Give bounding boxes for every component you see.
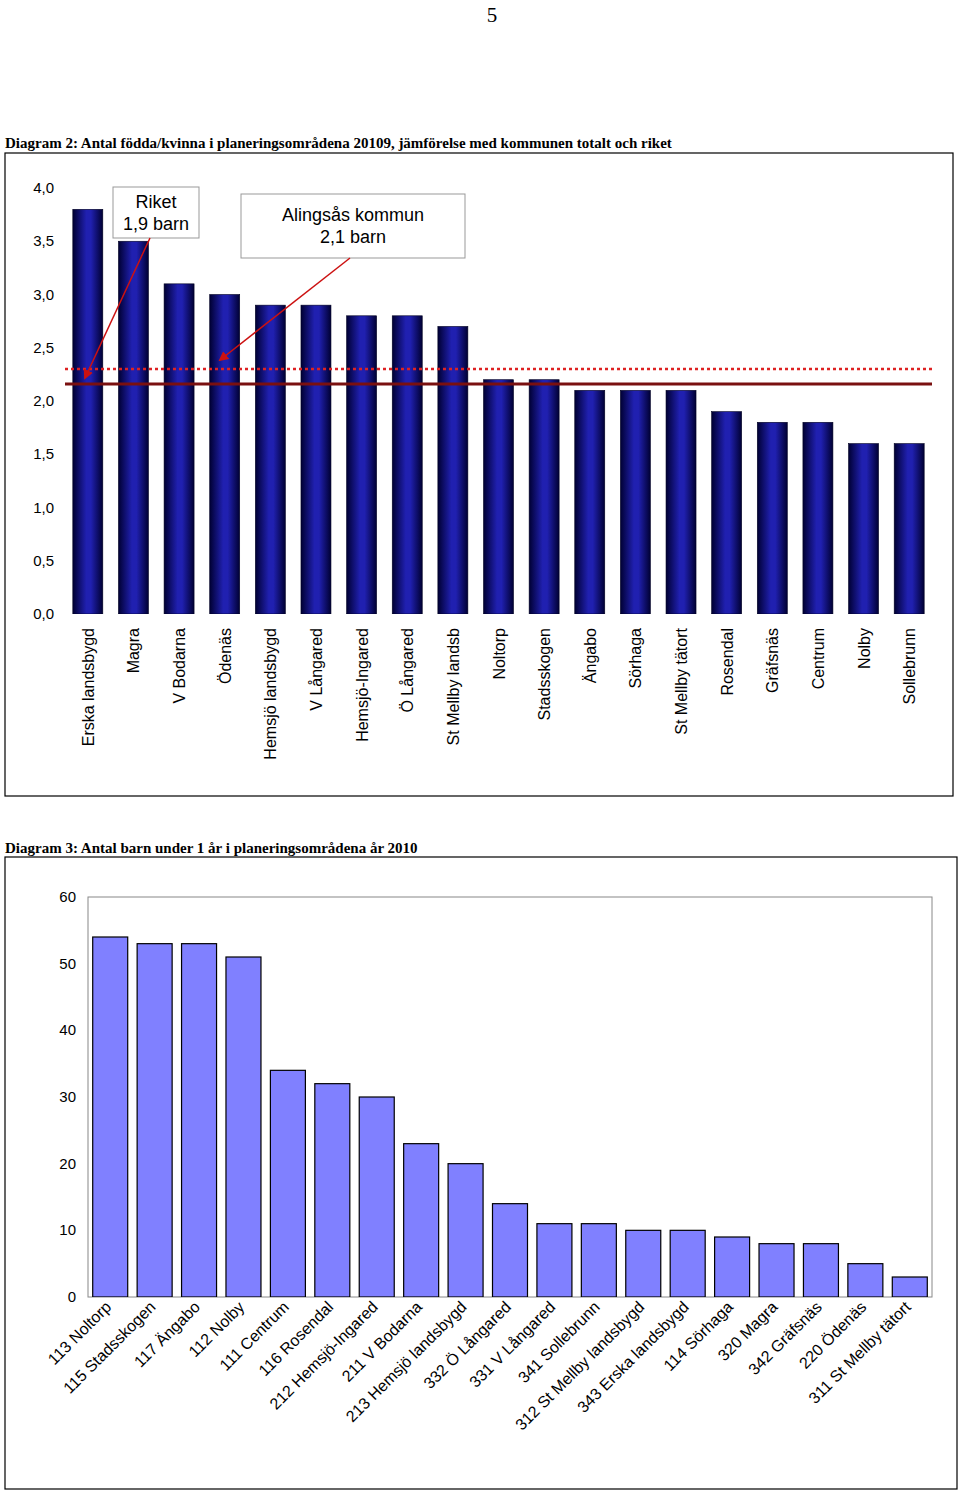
x-tick-label: Stadsskogen [536,628,553,721]
y-tick-label: 1,5 [33,445,54,462]
x-tick-label: 211 V Bodarna [339,1298,426,1385]
chart-title: Diagram 3: Antal barn under 1 år i plane… [5,840,418,856]
annotation-arrow [85,238,150,378]
x-tick-label: Nolby [856,628,873,669]
reference-lines [65,369,932,384]
bar [73,209,103,614]
bar [392,316,422,614]
bar [484,380,514,614]
y-tick-label: 3,5 [33,232,54,249]
bar [529,380,559,614]
chart: Diagram 3: Antal barn under 1 år i plane… [5,840,957,1489]
bars [73,209,924,614]
y-tick-label: 1,0 [33,499,54,516]
x-tick-label: Sollebrunn [901,628,918,705]
bar [849,444,879,614]
y-tick-label: 2,5 [33,339,54,356]
bar [315,1084,350,1297]
x-tick-label: 341 Sollebrunn [515,1298,603,1386]
bar [182,944,217,1297]
annotation-arrow [220,258,350,360]
bar [137,944,172,1297]
bars [93,937,928,1297]
y-tick-label: 0,0 [33,605,54,622]
annotation-box [113,187,199,238]
x-tick-label: Sörhaga [627,628,644,689]
bar [759,1244,794,1297]
bar [803,422,833,614]
bar [892,1277,927,1297]
x-tick-label: Ö Långared [399,628,416,713]
chart: Diagram 2: Antal födda/kvinna i planerin… [5,135,953,796]
page-number: 5 [487,3,498,27]
bar [620,390,650,614]
chart-frame [5,857,957,1489]
bar [666,390,696,614]
bar [537,1224,572,1297]
x-tick-label: St Mellby tätort [673,627,690,734]
y-tick-label: 50 [59,955,76,972]
bar [255,305,285,614]
x-tick-label: Ödenäs [217,628,234,684]
bar [404,1144,439,1297]
y-tick-label: 2,0 [33,392,54,409]
bar [757,422,787,614]
annotation-text: Riket [135,192,176,212]
y-tick-label: 0,5 [33,552,54,569]
bar [493,1204,528,1297]
x-tick-label: 117 Ängabo [131,1298,203,1370]
y-tick-label: 10 [59,1221,76,1238]
bar [715,1237,750,1297]
annotation-box [241,194,465,258]
bar [301,305,331,614]
x-tick-label: Gräfsnäs [764,628,781,693]
y-tick-label: 0 [68,1288,76,1305]
annotation-text: Alingsås kommun [282,205,424,225]
y-tick-label: 4,0 [33,179,54,196]
annotation-text: 1,9 barn [123,214,189,234]
bar [670,1230,705,1297]
x-tick-label: V Bodarna [171,628,188,704]
x-tick-label: St Mellby landsb [445,628,462,745]
bar [93,937,128,1297]
bar [894,444,924,614]
x-tick-label: Hemsjö landsbygd [262,628,279,760]
bar [210,295,240,615]
y-tick-label: 30 [59,1088,76,1105]
bar [226,957,261,1297]
bar [359,1097,394,1297]
annotation-text: 2,1 barn [320,227,386,247]
bar [712,412,742,614]
x-tick-label: Centrum [810,628,827,689]
y-tick-label: 20 [59,1155,76,1172]
plot-area [88,897,932,1297]
bar [270,1070,305,1297]
reference-line [65,382,932,385]
reference-line [65,368,932,371]
chart-title: Diagram 2: Antal födda/kvinna i planerin… [5,135,672,151]
bar [164,284,194,614]
bar [575,390,605,614]
x-tick-label: Ängabo [582,628,599,683]
x-tick-label: 311 St Mellby tätort [805,1298,914,1407]
x-tick-label: Hemsjö-Ingared [354,628,371,742]
bar [347,316,377,614]
bar [448,1164,483,1297]
x-tick-label: 116 Rosendal [255,1298,336,1379]
y-tick-label: 60 [59,888,76,905]
y-tick-label: 3,0 [33,286,54,303]
x-tick-label: V Långared [308,628,325,711]
x-tick-label: Erska landsbygd [80,628,97,746]
bar [581,1224,616,1297]
x-tick-label: Rosendal [719,628,736,696]
bar [626,1230,661,1297]
bar [848,1264,883,1297]
chart-frame [5,153,953,796]
y-tick-label: 40 [59,1021,76,1038]
bar [803,1244,838,1297]
x-tick-label: Noltorp [491,628,508,680]
x-tick-label: Magra [125,628,142,673]
page: 5 Diagram 2: Antal födda/kvinna i planeri… [0,0,960,1490]
